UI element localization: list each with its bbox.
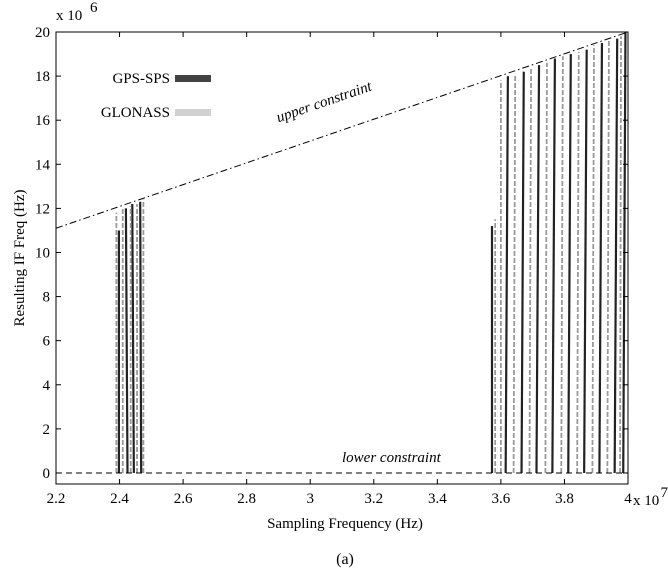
y-tick-label: 14 bbox=[35, 157, 51, 173]
svg-text:x 10: x 10 bbox=[633, 493, 659, 509]
legend-swatch-gps-sps bbox=[175, 75, 211, 82]
x-tick-label: 3.6 bbox=[492, 491, 511, 507]
glonass-segment bbox=[619, 36, 622, 473]
legend-label-glonass: GLONASS bbox=[101, 105, 170, 121]
x-axis-ticks: 2.2 2.4 2.6 2.8 3 3.2 3.4 3.6 3.8 4 bbox=[47, 32, 632, 507]
gps-sps-segment bbox=[551, 58, 557, 473]
gps-sps-segment bbox=[583, 49, 588, 473]
glonass-segment bbox=[606, 40, 610, 473]
y-axis-ticks: 0 2 4 6 8 10 12 14 16 18 20 bbox=[35, 25, 628, 482]
glonass-segment bbox=[512, 73, 517, 473]
gps-sps-segment bbox=[124, 208, 129, 473]
x-tick-label: 2.8 bbox=[237, 491, 256, 507]
y-axis-label: Resulting IF Freq (Hz) bbox=[12, 189, 28, 326]
legend-label-gps-sps: GPS-SPS bbox=[112, 71, 170, 87]
data-marks bbox=[115, 31, 627, 473]
y-tick-label: 0 bbox=[43, 466, 51, 482]
lower-constraint-label: lower constraint bbox=[342, 450, 442, 466]
upper-constraint-label: upper constraint bbox=[275, 78, 375, 126]
svg-text:6: 6 bbox=[90, 0, 98, 16]
gps-sps-segment bbox=[131, 203, 135, 473]
glonass-segment bbox=[591, 45, 595, 473]
x-tick-label: 2.6 bbox=[174, 491, 193, 507]
x-tick-label: 4 bbox=[624, 491, 632, 507]
svg-text:7: 7 bbox=[661, 485, 668, 501]
glonass-segment bbox=[544, 62, 548, 473]
y-axis-multiplier: x 10 6 bbox=[56, 0, 98, 24]
gps-sps-segment bbox=[613, 38, 619, 473]
x-axis-multiplier: x 10 7 bbox=[633, 485, 668, 509]
gps-sps-segment bbox=[535, 65, 541, 473]
x-tick-label: 3 bbox=[306, 491, 314, 507]
y-tick-label: 6 bbox=[43, 334, 51, 350]
glonass-segment bbox=[528, 67, 532, 473]
gps-sps-segment bbox=[567, 54, 572, 473]
x-axis-label: Sampling Frequency (Hz) bbox=[267, 516, 423, 532]
figure-caption: (a) bbox=[336, 551, 354, 568]
x-tick-label: 2.4 bbox=[110, 491, 129, 507]
y-tick-label: 2 bbox=[43, 422, 51, 438]
y-tick-label: 4 bbox=[43, 378, 51, 394]
glonass-segment bbox=[560, 56, 564, 473]
plot-area bbox=[55, 31, 629, 485]
y-tick-label: 8 bbox=[43, 290, 51, 306]
gps-sps-segment bbox=[598, 43, 604, 473]
gps-sps-segment bbox=[520, 71, 525, 473]
plot-frame bbox=[55, 31, 629, 485]
svg-text:x 10: x 10 bbox=[56, 8, 82, 24]
y-tick-label: 20 bbox=[35, 25, 50, 41]
x-tick-label: 2.2 bbox=[47, 491, 66, 507]
x-tick-label: 3.8 bbox=[555, 491, 574, 507]
legend: GPS-SPS GLONASS bbox=[101, 71, 211, 121]
x-tick-label: 3.4 bbox=[428, 491, 447, 507]
x-tick-label: 3.2 bbox=[364, 491, 383, 507]
gps-sps-segment bbox=[504, 76, 509, 473]
y-tick-label: 10 bbox=[35, 245, 50, 261]
y-tick-label: 18 bbox=[35, 69, 50, 85]
y-tick-label: 12 bbox=[35, 201, 50, 217]
legend-swatch-glonass bbox=[175, 109, 211, 116]
upper-constraint-line bbox=[55, 31, 629, 229]
y-tick-label: 16 bbox=[35, 113, 51, 129]
gps-sps-segment bbox=[139, 201, 143, 473]
glonass-segment bbox=[576, 51, 580, 473]
